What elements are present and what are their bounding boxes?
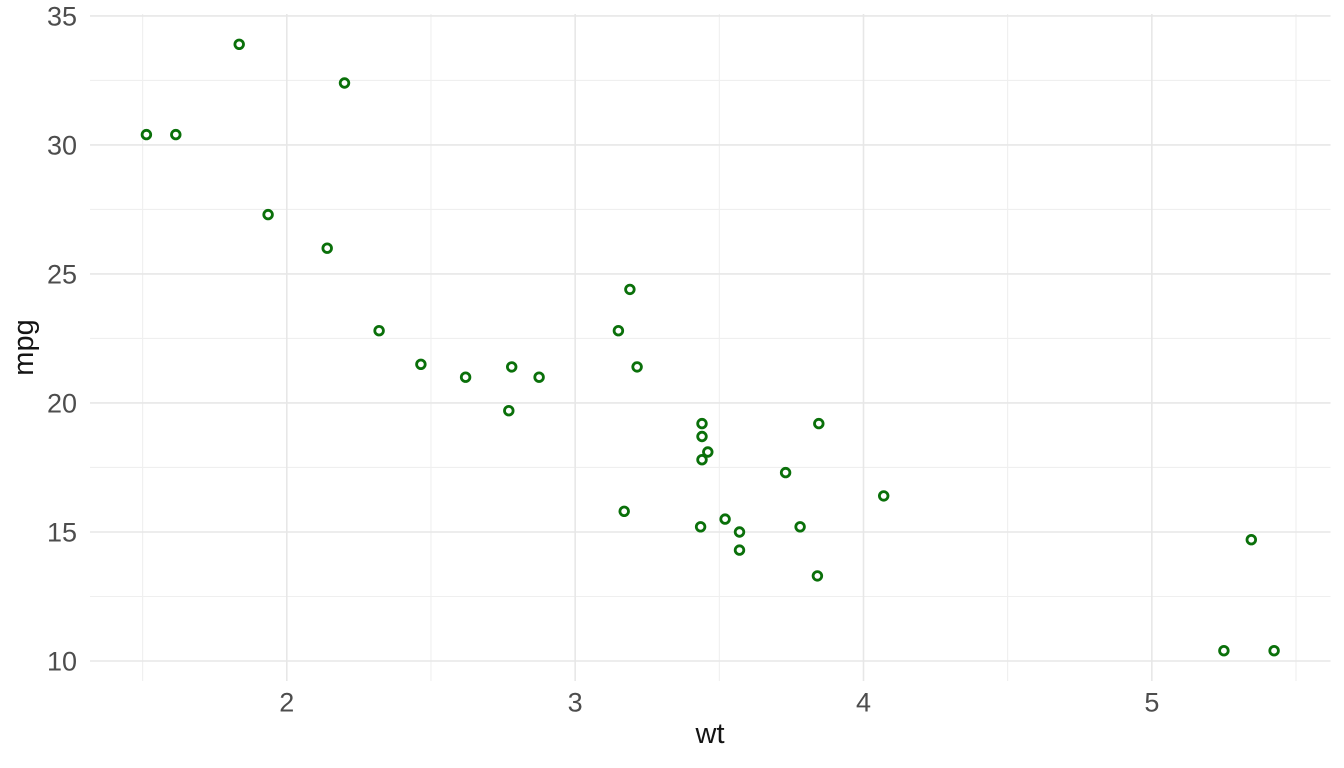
data-point bbox=[1268, 645, 1280, 657]
y-axis-tick-labels: 10 15 20 25 30 35 bbox=[47, 1, 77, 676]
data-point bbox=[694, 521, 707, 533]
data-point bbox=[503, 405, 515, 417]
y-axis-title: mpg bbox=[8, 319, 40, 375]
data-point bbox=[631, 361, 643, 373]
data-point bbox=[1245, 534, 1258, 546]
x-tick-label: 5 bbox=[1144, 687, 1159, 717]
x-axis-tick-labels: 2 3 4 5 bbox=[279, 687, 1159, 717]
data-point bbox=[733, 544, 746, 556]
data-point bbox=[624, 283, 636, 296]
data-point bbox=[612, 325, 625, 337]
data-point bbox=[813, 417, 825, 430]
data-point bbox=[811, 570, 824, 582]
data-point bbox=[719, 513, 731, 525]
data-point bbox=[262, 208, 274, 221]
data-points-layer bbox=[140, 38, 1280, 657]
data-point bbox=[459, 371, 472, 383]
data-point bbox=[696, 417, 708, 430]
y-tick-label: 10 bbox=[47, 646, 77, 676]
data-point bbox=[696, 430, 708, 443]
data-point bbox=[779, 466, 792, 479]
major-gridlines bbox=[90, 14, 1331, 681]
data-point bbox=[878, 490, 890, 502]
data-point bbox=[702, 446, 714, 458]
data-point bbox=[1218, 645, 1230, 657]
data-point bbox=[533, 371, 545, 383]
y-tick-label: 30 bbox=[47, 130, 77, 160]
data-point bbox=[233, 38, 245, 51]
y-tick-label: 15 bbox=[47, 517, 77, 547]
y-tick-label: 25 bbox=[47, 259, 77, 289]
data-point bbox=[140, 128, 153, 141]
x-tick-label: 3 bbox=[568, 687, 583, 717]
data-point bbox=[415, 358, 427, 371]
minor-gridlines bbox=[90, 14, 1331, 681]
y-tick-label: 20 bbox=[47, 388, 77, 418]
data-point bbox=[321, 242, 333, 254]
y-tick-label: 35 bbox=[47, 1, 77, 31]
data-point bbox=[733, 526, 746, 538]
x-tick-label: 4 bbox=[856, 687, 871, 717]
x-tick-label: 2 bbox=[279, 687, 294, 717]
data-point bbox=[794, 521, 806, 533]
data-point bbox=[696, 454, 708, 466]
data-point bbox=[506, 361, 518, 373]
x-axis-title: wt bbox=[695, 718, 725, 750]
data-point bbox=[170, 128, 182, 141]
data-point bbox=[338, 77, 351, 89]
data-point bbox=[373, 325, 385, 337]
data-point bbox=[618, 505, 630, 518]
